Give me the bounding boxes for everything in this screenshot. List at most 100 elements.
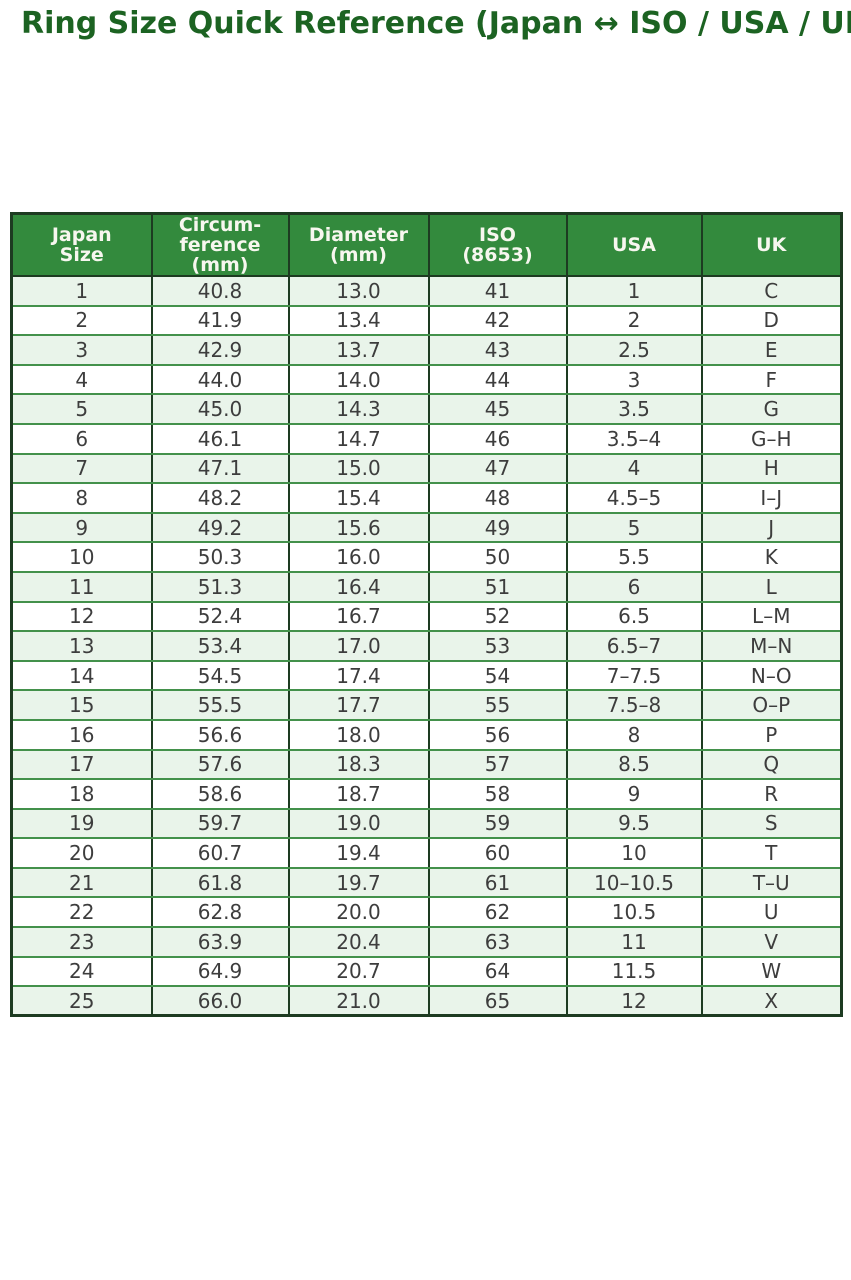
table-cell: 2.5 [565,334,703,366]
header-iso: ISO (8653) [427,212,568,277]
table-body: 1 40.8 13.0 41 1 C 2 41.9 13.4 42 2 D 3 42.9 13.7 43 2.5… [10,275,843,1017]
table-row: 10 50.3 16.0 50 5.5 K [10,541,843,573]
table-cell: 43 [427,334,568,366]
table-cell: 56 [427,718,568,751]
table-cell: 16.0 [287,541,430,573]
table-cell: W [700,955,843,988]
table-cell: 13.4 [287,304,430,337]
table-cell: 2 [565,304,703,337]
table-row: 18 58.6 18.7 58 9 R [10,778,843,810]
table-cell: 3 [565,363,703,396]
table-cell: 3 [10,334,153,366]
table-cell: L [700,570,843,603]
table-cell: 54.5 [150,659,290,692]
table-cell: 6.5 [565,600,703,633]
table-cell: 11.5 [565,955,703,988]
table-cell: 59 [427,807,568,840]
table-cell: 48.2 [150,482,290,514]
table-cell: H [700,452,843,485]
table-cell: 61.8 [150,866,290,899]
table-cell: 18.3 [287,748,430,781]
table-cell: 4.5–5 [565,482,703,514]
table-row: 19 59.7 19.0 59 9.5 S [10,807,843,840]
table-cell: 11 [10,570,153,603]
table-row: 13 53.4 17.0 53 6.5–7 M–N [10,630,843,662]
table-cell: 14.3 [287,393,430,425]
table-cell: 18.7 [287,778,430,810]
table-cell: F [700,363,843,396]
table-row: 23 63.9 20.4 63 11 V [10,926,843,958]
table-cell: 8 [10,482,153,514]
table-cell: 57 [427,748,568,781]
table-cell: 62 [427,896,568,929]
table-cell: 52 [427,600,568,633]
table-cell: 41.9 [150,304,290,337]
table-cell: 56.6 [150,718,290,751]
table-cell: 10 [565,837,703,869]
table-cell: 14.0 [287,363,430,396]
table-cell: N–O [700,659,843,692]
table-row: 9 49.2 15.6 49 5 J [10,511,843,544]
table-cell: 54 [427,659,568,692]
table-cell: 7 [10,452,153,485]
table-cell: 49.2 [150,511,290,544]
table-cell: 51 [427,570,568,603]
table-cell: 60.7 [150,837,290,869]
table-cell: 21 [10,866,153,899]
table-cell: 64 [427,955,568,988]
table-cell: 51.3 [150,570,290,603]
table-cell: 45 [427,393,568,425]
table-cell: 16.7 [287,600,430,633]
table-cell: 58 [427,778,568,810]
table-cell: 46.1 [150,422,290,455]
table-cell: 53.4 [150,630,290,662]
table-cell: 21.0 [287,985,430,1017]
table-cell: 2 [10,304,153,337]
table-cell: 49 [427,511,568,544]
table-cell: 24 [10,955,153,988]
table-cell: 15 [10,689,153,721]
table-cell: 63.9 [150,926,290,958]
table-cell: 61 [427,866,568,899]
table-cell: 60 [427,837,568,869]
table-cell: 59.7 [150,807,290,840]
table-cell: 23 [10,926,153,958]
table-cell: 19.0 [287,807,430,840]
table-cell: 13.7 [287,334,430,366]
table-row: 8 48.2 15.4 48 4.5–5 I–J [10,482,843,514]
table-cell: T [700,837,843,869]
table-cell: 20.0 [287,896,430,929]
header-usa: USA [565,212,703,277]
table-cell: 19.4 [287,837,430,869]
table-cell: 47 [427,452,568,485]
table-cell: L–M [700,600,843,633]
table-cell: V [700,926,843,958]
table-cell: 14 [10,659,153,692]
ring-size-table: Japan Size Circum- ference (mm) Diameter… [10,212,843,1018]
table-cell: 4 [565,452,703,485]
table-cell: 57.6 [150,748,290,781]
table-cell: 40.8 [150,275,290,307]
table-row: 3 42.9 13.7 43 2.5 E [10,334,843,366]
table-cell: J [700,511,843,544]
table-cell: 18 [10,778,153,810]
table-cell: 20.7 [287,955,430,988]
table-row: 4 44.0 14.0 44 3 F [10,363,843,396]
table-cell: 3.5 [565,393,703,425]
table-cell: 15.4 [287,482,430,514]
table-cell: 5.5 [565,541,703,573]
table-row: 15 55.5 17.7 55 7.5–8 O–P [10,689,843,721]
table-cell: 5 [10,393,153,425]
table-cell: 66.0 [150,985,290,1017]
table-cell: K [700,541,843,573]
table-cell: 10–10.5 [565,866,703,899]
table-cell: R [700,778,843,810]
table-row: 5 45.0 14.3 45 3.5 G [10,393,843,425]
table-cell: 63 [427,926,568,958]
table-cell: 50.3 [150,541,290,573]
table-cell: 17.7 [287,689,430,721]
table-cell: 48 [427,482,568,514]
table-cell: 6.5–7 [565,630,703,662]
table-row: 21 61.8 19.7 61 10–10.5 T–U [10,866,843,899]
